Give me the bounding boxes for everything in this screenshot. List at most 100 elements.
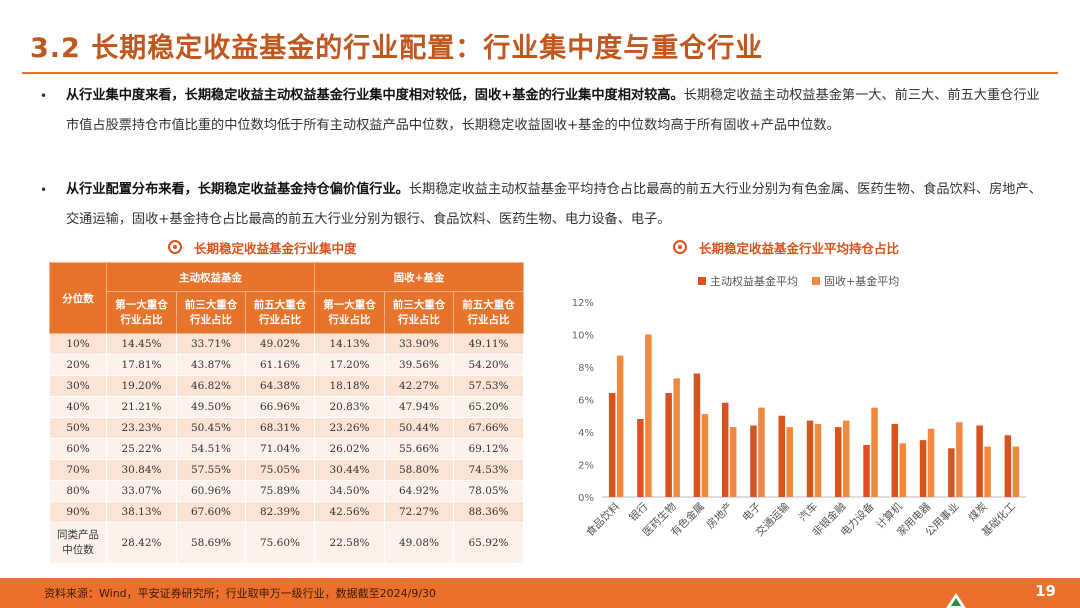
row-label: 70% [49, 459, 107, 481]
table-row: 90% 38.13% 67.60% 82.39% 42.56% 72.27% 88.36% [49, 501, 525, 523]
table-cell: 75.05% [244, 459, 316, 481]
table-cell: 33.71% [176, 333, 246, 355]
table-cell: 38.13% [106, 501, 177, 523]
bar [927, 428, 935, 497]
bar [843, 420, 850, 497]
legend-swatch [698, 277, 706, 285]
col-header-top3: 前三大重仓 行业占比 [176, 291, 246, 334]
table-cell: 21.21% [106, 396, 177, 418]
table-cell: 58.69% [176, 522, 246, 564]
col-header-top1: 第一大重仓 行业占比 [314, 291, 386, 334]
bullet-industry-concentration: • 从行业集中度来看，长期稳定收益主动权益基金行业集中度相对较低，固收+基金的行… [40, 81, 1050, 141]
bar [948, 448, 955, 497]
table-cell: 54.51% [176, 438, 246, 460]
table-cell: 34.50% [314, 480, 386, 502]
x-tick-label: 煤炭 [966, 500, 990, 524]
y-tick-label: 4% [578, 428, 594, 439]
table-cell: 72.27% [384, 501, 455, 523]
table-cell: 43.87% [176, 354, 246, 376]
table-cell: 30.84% [106, 459, 177, 481]
x-tick-label: 电子 [740, 500, 764, 524]
table-cell: 69.12% [453, 438, 525, 460]
bullet-body-text: 长期稳定收益主动权益基金平均持仓占比最高的前五大行业分别为有色金属、医药生物、食… [66, 182, 1042, 227]
bullet-text: 从行业配置分布来看，长期稳定收益基金持仓偏价值行业。长期稳定收益主动权益基金平均… [66, 175, 1050, 235]
row-label: 40% [49, 396, 107, 418]
table-cell: 74.53% [453, 459, 525, 481]
col-header-top1: 第一大重仓 行业占比 [106, 291, 177, 334]
table-cell: 75.60% [244, 522, 316, 564]
bar [835, 427, 842, 497]
table-cell: 19.20% [106, 375, 177, 397]
table-row: 70% 30.84% 57.55% 75.05% 30.44% 58.80% 74.53% [49, 459, 525, 481]
y-tick-label: 12% [572, 298, 594, 309]
table-cell: 54.20% [453, 354, 525, 376]
table-cell: 25.22% [106, 438, 177, 460]
x-tick-label: 汽车 [796, 500, 820, 524]
table-cell: 23.26% [314, 417, 386, 439]
col-header-top5: 前五大重仓 行业占比 [453, 291, 525, 334]
bar [721, 402, 729, 497]
table-cell: 47.94% [384, 396, 455, 418]
row-label: 10% [49, 333, 107, 355]
bar [891, 423, 899, 497]
bar [673, 378, 680, 497]
table-cell: 67.66% [453, 417, 525, 439]
table-cell: 58.80% [384, 459, 455, 481]
y-tick-label: 6% [578, 396, 594, 407]
table-cell: 49.50% [176, 396, 246, 418]
table-cell: 67.60% [176, 501, 246, 523]
row-label: 20% [49, 354, 107, 376]
table-cell: 30.44% [314, 459, 386, 481]
table-cell: 61.16% [244, 354, 316, 376]
table-row: 20% 17.81% 43.87% 61.16% 17.20% 39.56% 54.20% [49, 354, 525, 376]
col-header-top3: 前三大重仓 行业占比 [384, 291, 455, 334]
table-cell: 49.08% [384, 522, 455, 564]
bar [871, 407, 878, 497]
table-cell: 55.66% [384, 438, 455, 460]
table-cell: 14.45% [106, 333, 177, 355]
table-row: 80% 33.07% 60.96% 75.89% 34.50% 64.92% 78.05% [49, 480, 525, 502]
table-cell: 65.20% [453, 396, 525, 418]
source-note: 资料来源：Wind，平安证券研究所；行业取申万一级行业，数据截至2024/9/3… [44, 587, 437, 600]
table-cell: 23.23% [106, 417, 177, 439]
row-label: 30% [49, 375, 107, 397]
bar [701, 414, 709, 497]
legend-label: 主动权益基金平均 [710, 274, 798, 288]
table-cell: 26.02% [314, 438, 386, 460]
bar [693, 373, 701, 497]
table-cell: 60.96% [176, 480, 246, 502]
table-cell: 17.81% [106, 354, 177, 376]
table-cell: 50.45% [176, 417, 246, 439]
chart-heading-text: 长期稳定收益基金行业平均持仓占比 [699, 240, 900, 256]
table-cell: 57.55% [176, 459, 246, 481]
table-cell: 66.96% [244, 396, 316, 418]
table-cell: 65.92% [453, 522, 525, 564]
bar [750, 425, 757, 497]
y-tick-label: 8% [578, 363, 594, 374]
table-cell: 28.42% [106, 522, 177, 564]
target-bullet-icon [168, 240, 182, 254]
page-number: 19 [1035, 582, 1056, 600]
table-cell: 14.13% [314, 333, 386, 355]
row-label: 90% [49, 501, 107, 523]
table-row: 40% 21.21% 49.50% 66.96% 20.83% 47.94% 65.20% [49, 396, 525, 418]
table-cell: 57.53% [453, 375, 525, 397]
table-cell: 17.20% [314, 354, 386, 376]
table-cell: 22.58% [314, 522, 386, 564]
col-header-top5: 前五大重仓 行业占比 [244, 291, 316, 334]
y-tick-label: 2% [578, 461, 594, 472]
bar [976, 425, 983, 497]
bullet-dot: • [40, 89, 48, 103]
bar [1012, 446, 1020, 497]
table-cell: 42.56% [314, 501, 386, 523]
table-cell: 49.02% [244, 333, 316, 355]
x-tick-label: 银行 [626, 500, 650, 524]
bullet-bold-text: 从行业配置分布来看，长期稳定收益基金持仓偏价值行业。 [66, 182, 409, 197]
bar [665, 393, 672, 497]
table-heading: 长期稳定收益基金行业集中度 [168, 236, 357, 258]
bullet-text: 从行业集中度来看，长期稳定收益主动权益基金行业集中度相对较低，固收+基金的行业集… [66, 81, 1050, 141]
bar [637, 419, 644, 497]
bar [608, 393, 616, 497]
bar [863, 445, 870, 497]
y-tick-label: 0% [578, 493, 594, 504]
